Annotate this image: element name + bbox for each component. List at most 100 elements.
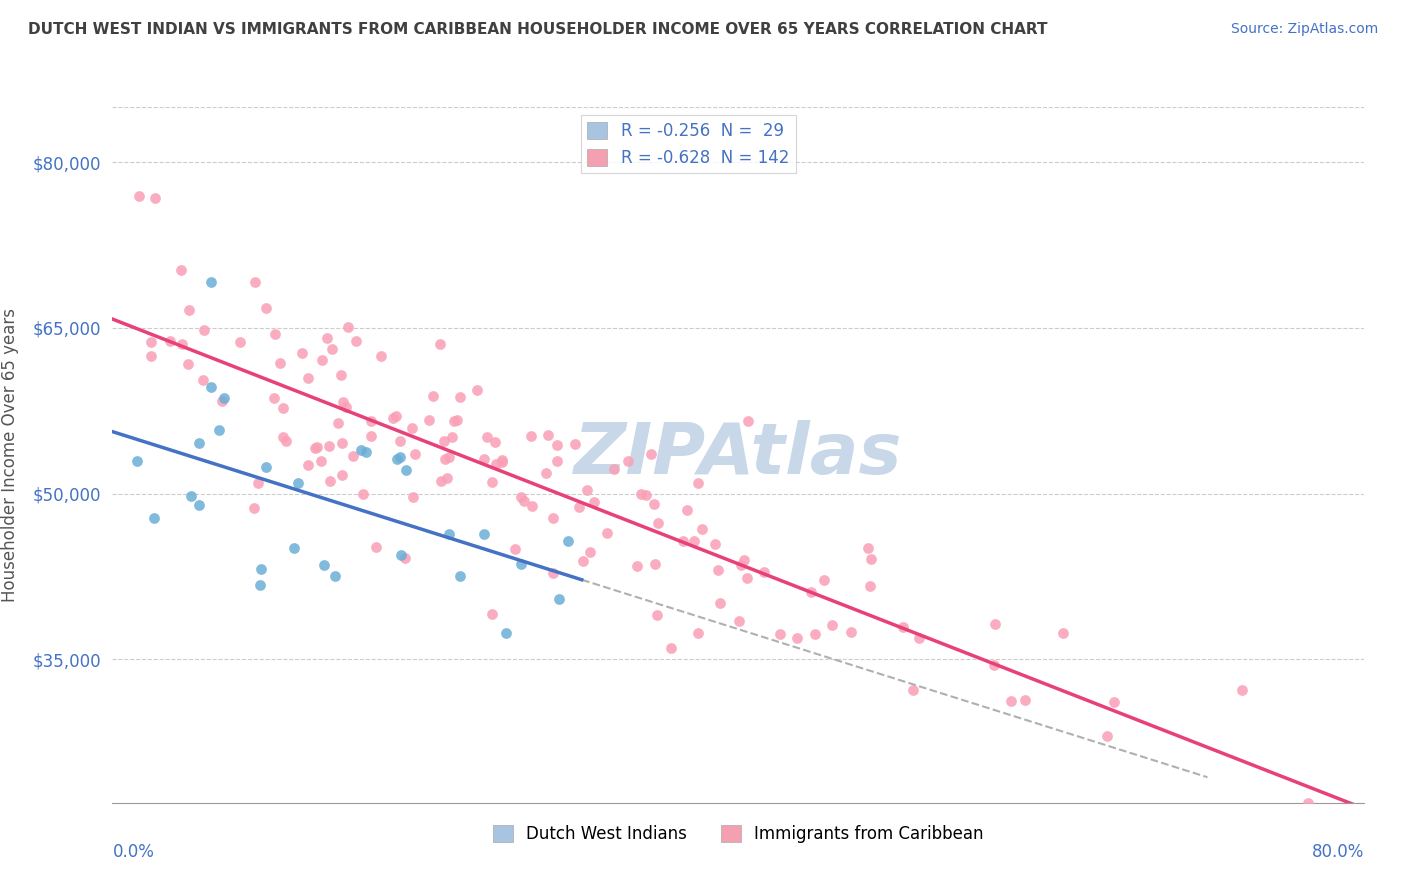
Point [208,423,231,437]
Point [254,301,277,315]
Point [443,414,465,428]
Point [475,430,498,444]
Point [344,334,367,348]
Point [243,500,266,515]
Text: Source: ZipAtlas.com: Source: ZipAtlas.com [1230,22,1378,37]
Point [326,417,349,431]
Point [200,275,222,289]
Point [481,607,503,621]
Point [616,454,638,468]
Point [297,370,319,384]
Point [536,467,558,481]
Point [537,428,560,442]
Point [520,500,543,514]
Point [370,349,392,363]
Point [546,454,568,468]
Point [1232,682,1254,697]
Point [644,558,666,572]
Point [247,476,270,491]
Point [394,551,416,566]
Point [686,476,709,491]
Point [572,554,595,568]
Point [510,558,533,572]
Point [354,444,377,458]
Point [733,553,755,567]
Point [439,526,461,541]
Point [491,455,513,469]
Point [245,275,267,289]
Point [336,320,359,334]
Point [672,534,695,549]
Point [683,533,706,548]
Point [177,357,200,371]
Point [385,452,408,467]
Point [404,447,426,461]
Point [786,631,808,645]
Point [211,393,233,408]
Point [735,571,758,585]
Point [382,411,405,425]
Text: 0.0%: 0.0% [112,843,155,861]
Point [727,614,749,628]
Point [630,487,652,501]
Point [143,190,166,204]
Text: DUTCH WEST INDIAN VS IMMIGRANTS FROM CARIBBEAN HOUSEHOLDER INCOME OVER 65 YEARS : DUTCH WEST INDIAN VS IMMIGRANTS FROM CAR… [28,22,1047,37]
Point [564,437,586,451]
Point [335,401,357,415]
Point [709,596,731,610]
Point [143,511,166,525]
Point [800,584,823,599]
Legend: Dutch West Indians, Immigrants from Caribbean: Dutch West Indians, Immigrants from Cari… [486,819,990,850]
Point [703,537,725,551]
Point [389,548,412,562]
Point [1102,695,1125,709]
Point [318,439,340,453]
Point [177,303,200,318]
Point [472,527,495,541]
Point [389,434,412,448]
Point [429,474,451,488]
Point [983,657,1005,672]
Point [264,326,287,341]
Point [388,450,411,464]
Point [316,331,339,345]
Y-axis label: Householder Income Over 65 years: Householder Income Over 65 years [1,308,18,602]
Point [481,475,503,489]
Point [730,558,752,573]
Point [1000,693,1022,707]
Point [321,343,343,357]
Point [891,620,914,634]
Point [821,618,844,632]
Point [595,525,617,540]
Point [332,395,354,409]
Point [472,451,495,466]
Point [634,488,657,502]
Point [433,452,456,467]
Point [449,391,471,405]
Point [491,452,513,467]
Point [187,498,209,512]
Point [1014,693,1036,707]
Point [249,562,271,576]
Point [858,541,880,556]
Point [804,627,827,641]
Text: 80.0%: 80.0% [1312,843,1364,861]
Point [180,489,202,503]
Point [139,334,162,349]
Point [159,334,181,348]
Point [813,574,835,588]
Point [401,421,423,435]
Point [603,462,626,476]
Point [360,414,382,428]
Point [484,434,506,449]
Point [737,414,759,428]
Point [364,540,387,554]
Point [626,558,648,573]
Point [901,683,924,698]
Point [214,391,236,405]
Text: ZIPAtlas: ZIPAtlas [574,420,903,490]
Point [283,541,305,555]
Point [643,498,665,512]
Point [312,558,335,572]
Point [752,565,775,579]
